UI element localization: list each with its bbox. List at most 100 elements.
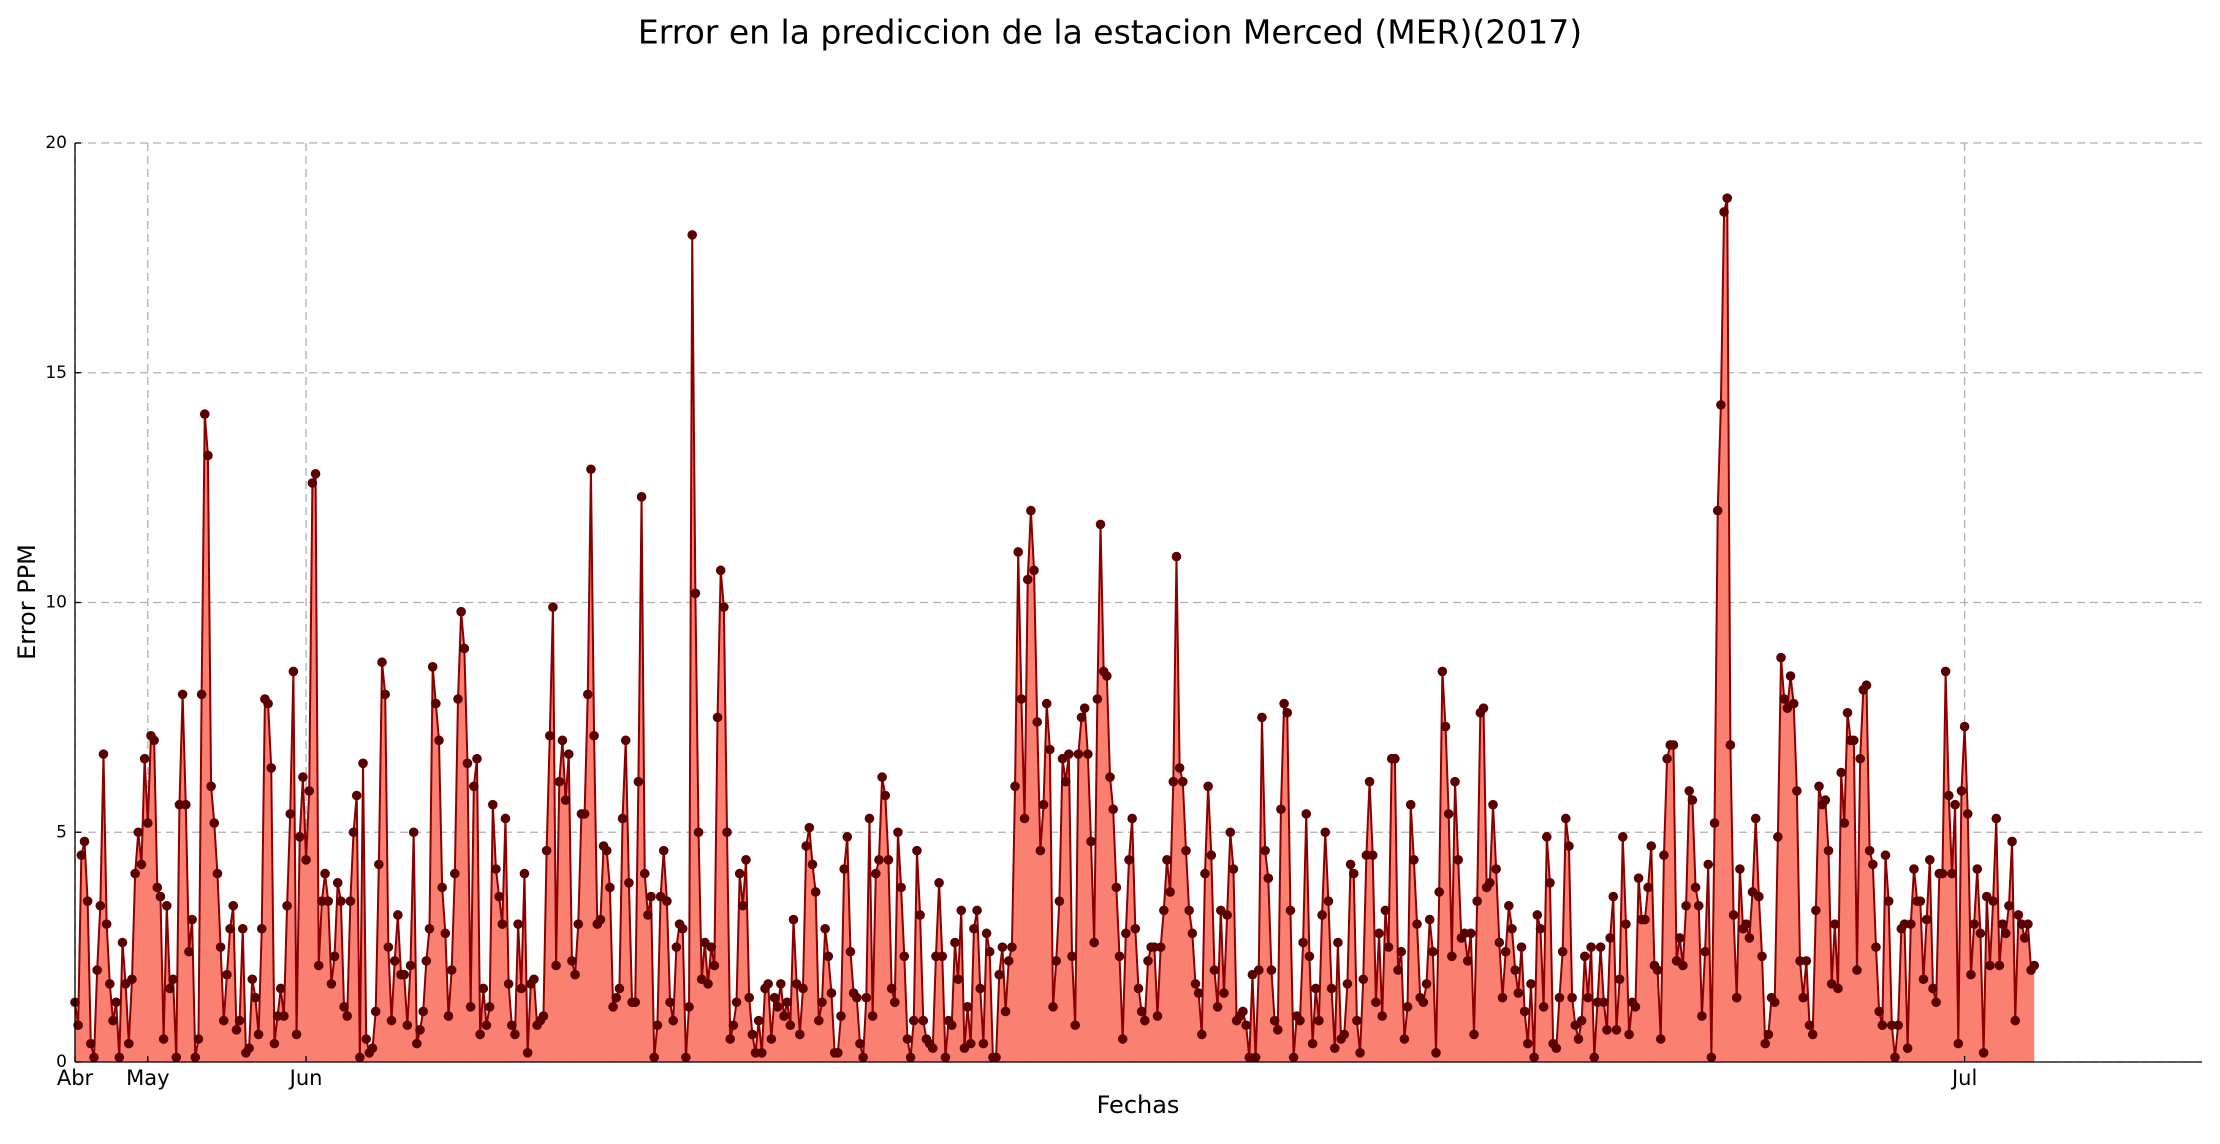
point (1782, 703, 1793, 713)
point (1092, 694, 1103, 704)
point (158, 1034, 169, 1044)
point (870, 868, 881, 879)
point (1380, 905, 1391, 916)
point (456, 606, 466, 617)
point (1602, 1025, 1612, 1035)
point (1779, 694, 1789, 704)
point (1019, 813, 1030, 824)
point (975, 983, 986, 994)
point (1285, 905, 1296, 916)
point (1396, 946, 1407, 957)
point (117, 937, 128, 948)
point (1048, 1002, 1058, 1012)
point (1849, 735, 1859, 746)
point (1570, 1020, 1581, 1031)
point (1830, 919, 1840, 929)
point (700, 937, 710, 948)
point (772, 1002, 783, 1012)
point (437, 882, 447, 893)
point (636, 492, 647, 502)
point (1178, 776, 1188, 787)
point (285, 809, 296, 819)
point (703, 979, 713, 989)
point (2007, 836, 2017, 847)
point (560, 795, 571, 805)
point (142, 818, 153, 828)
point (1348, 868, 1359, 879)
point (377, 657, 387, 668)
point (1390, 753, 1400, 764)
point (1798, 992, 1808, 1003)
point (196, 689, 207, 700)
point (649, 1052, 660, 1063)
point (1611, 1025, 1622, 1035)
point (294, 832, 305, 842)
point (149, 735, 159, 746)
point (1928, 983, 1938, 994)
point (2023, 919, 2033, 929)
point (472, 753, 482, 764)
point (1652, 965, 1663, 975)
point (522, 1048, 533, 1058)
point (1504, 900, 1514, 911)
point (867, 1011, 878, 1021)
point (1583, 992, 1593, 1003)
point (1842, 707, 1853, 718)
point (1326, 983, 1337, 994)
point (937, 951, 948, 962)
point (643, 910, 653, 920)
point (1877, 1020, 1888, 1031)
point (1646, 841, 1657, 851)
point (446, 965, 457, 975)
point (1399, 1034, 1410, 1044)
point (1852, 965, 1862, 975)
point (1342, 979, 1353, 989)
point (1953, 1038, 1964, 1049)
point (1633, 873, 1644, 884)
point (136, 859, 147, 870)
point (320, 868, 330, 879)
point (1500, 946, 1511, 957)
point (187, 914, 197, 925)
point (1624, 1029, 1634, 1040)
point (950, 937, 960, 948)
point (608, 1002, 618, 1012)
point (570, 969, 580, 980)
point (1117, 1034, 1128, 1044)
point (877, 772, 887, 782)
point (946, 1020, 957, 1031)
point (845, 946, 856, 957)
point (2000, 928, 2011, 939)
point (918, 1015, 929, 1026)
point (1127, 813, 1137, 824)
point (434, 735, 444, 746)
point (731, 997, 742, 1008)
point (1095, 519, 1106, 530)
point (355, 1052, 365, 1063)
point (152, 882, 163, 893)
point (1538, 1002, 1549, 1012)
point (1121, 928, 1131, 939)
point (969, 923, 979, 934)
point (753, 1015, 764, 1026)
point (1744, 933, 1755, 943)
point (288, 666, 299, 677)
point (747, 1029, 758, 1040)
point (1124, 855, 1134, 865)
point (611, 992, 622, 1003)
point (1731, 992, 1742, 1003)
point (193, 1034, 204, 1044)
point (1532, 910, 1543, 920)
point (2010, 1015, 2021, 1026)
point (1757, 951, 1767, 962)
point (1355, 1048, 1365, 1058)
point (1485, 877, 1495, 888)
point (184, 946, 194, 957)
point (348, 827, 359, 838)
point (1393, 965, 1403, 975)
point (263, 698, 273, 709)
point (111, 997, 121, 1008)
point (1083, 749, 1093, 759)
point (1108, 804, 1118, 815)
point (155, 891, 166, 902)
